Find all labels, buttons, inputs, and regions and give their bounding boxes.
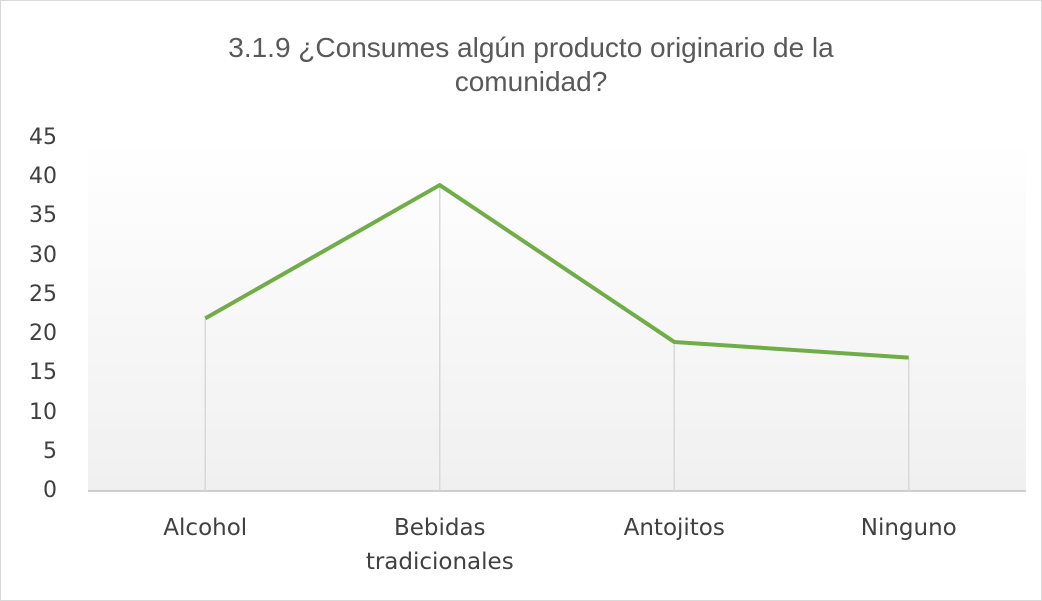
- y-tick-label: 25: [29, 281, 57, 307]
- x-tick-label: Bebidas tradicionales: [365, 515, 514, 575]
- y-tick-label: 10: [29, 399, 57, 425]
- plot-background: [88, 138, 1026, 491]
- chart-title: 3.1.9 ¿Consumes algún producto originari…: [228, 32, 834, 97]
- x-tick-label: Alcohol: [163, 515, 248, 541]
- x-tick-label: Antojitos: [623, 515, 725, 541]
- y-tick-label: 20: [29, 321, 57, 347]
- y-tick-label: 0: [43, 478, 57, 503]
- data-line: [204, 183, 909, 360]
- y-tick-label: 30: [29, 242, 57, 268]
- y-tick-label: 40: [29, 164, 57, 190]
- x-tick-label: Ninguno: [860, 515, 957, 541]
- y-tick-label: 45: [29, 125, 57, 150]
- y-tick-label: 35: [29, 203, 57, 229]
- y-tick-label: 15: [29, 360, 57, 386]
- y-tick-label: 5: [43, 438, 57, 464]
